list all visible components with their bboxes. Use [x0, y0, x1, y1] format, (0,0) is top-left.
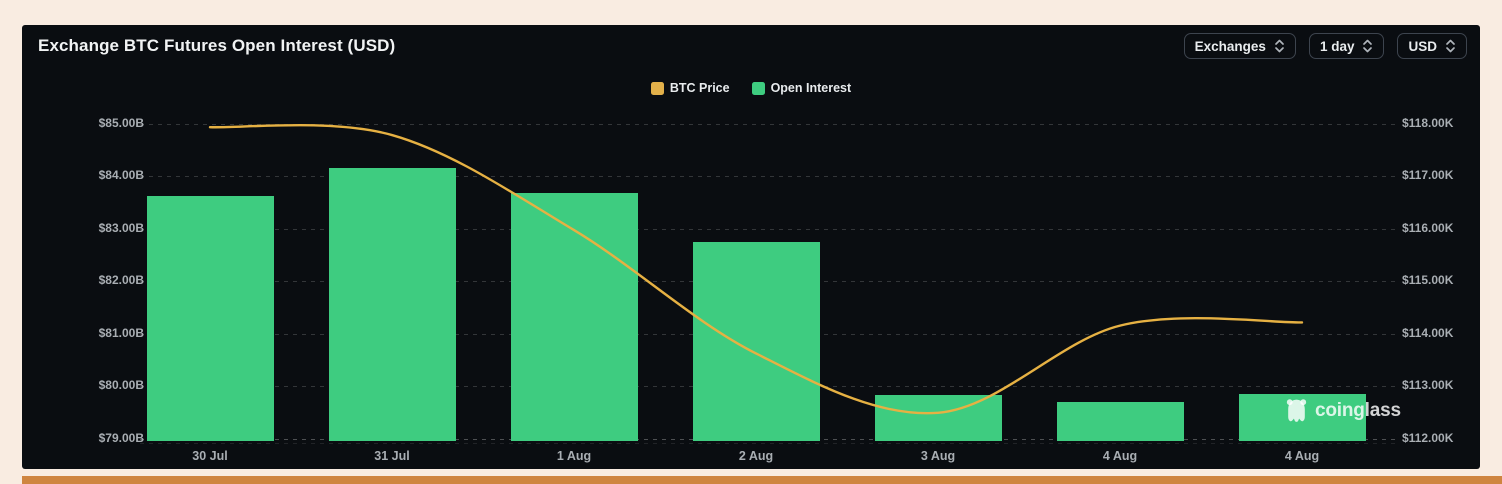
- interval-dropdown[interactable]: 1 day: [1308, 33, 1385, 59]
- dropdown-label: USD: [1408, 38, 1437, 54]
- x-axis-tick: 3 Aug: [920, 449, 956, 463]
- currency-dropdown[interactable]: USD: [1397, 33, 1467, 59]
- legend-swatch: [650, 81, 664, 95]
- coinglass-logo-icon: [1286, 399, 1307, 422]
- x-axis-tick: 31 Jul: [374, 449, 410, 463]
- open-interest-bar-3-aug[interactable]: [874, 395, 1002, 441]
- updown-chevron-icon: [1363, 39, 1373, 53]
- y-axis-left-tick: $82.00B: [98, 273, 144, 287]
- updown-chevron-icon: [1446, 39, 1455, 53]
- open-interest-bar-2-aug[interactable]: [692, 242, 820, 441]
- y-axis-left-tick: $80.00B: [98, 378, 144, 392]
- legend-swatch: [751, 81, 765, 95]
- x-axis-tick: 4 Aug: [1284, 449, 1320, 463]
- watermark-text: coinglass: [1315, 399, 1401, 421]
- x-axis-tick: 2 Aug: [738, 449, 774, 463]
- x-axis-tick: 4 Aug: [1102, 449, 1138, 463]
- y-axis-right-tick: $116.00K: [1402, 220, 1454, 235]
- x-axis-tick: 1 Aug: [556, 449, 592, 463]
- updown-chevron-icon: [1275, 39, 1284, 53]
- chart-panel: Exchange BTC Futures Open Interest (USD)…: [22, 25, 1480, 469]
- legend-label: BTC Price: [669, 81, 730, 95]
- y-axis-left-tick: $81.00B: [98, 325, 144, 340]
- y-axis-right-tick: $113.00K: [1402, 378, 1454, 392]
- dropdown-label: 1 day: [1319, 38, 1355, 54]
- y-axis-left-tick: $84.00B: [98, 168, 144, 182]
- chart-plot-area[interactable]: $85.00B $118.00K $84.00B $117.00K $83.00B $11…: [22, 25, 1480, 469]
- chart-title: Exchange BTC Futures Open Interest (USD): [38, 36, 396, 55]
- y-axis-right-tick: $117.00K: [1402, 168, 1454, 182]
- open-interest-bar-4-aug[interactable]: [1056, 401, 1184, 441]
- exchanges-dropdown[interactable]: Exchanges: [1183, 33, 1296, 59]
- legend: BTC Price Open Interest: [22, 81, 1480, 95]
- open-interest-bar-31-jul[interactable]: [328, 168, 456, 441]
- legend-label: Open Interest: [770, 81, 852, 95]
- watermark: coinglass: [1284, 397, 1401, 424]
- y-axis-right-tick: $115.00K: [1402, 273, 1454, 287]
- axis-baseline: [140, 442, 1396, 444]
- y-axis-right-tick: $118.00K: [1402, 115, 1454, 130]
- gridline: [140, 123, 1396, 125]
- y-axis-right-tick: $114.00K: [1402, 325, 1454, 340]
- dropdown-label: Exchanges: [1194, 38, 1266, 54]
- y-axis-right-tick: $112.00K: [1402, 430, 1454, 445]
- y-axis-left-tick: $83.00B: [98, 220, 144, 235]
- bottom-banner: [22, 476, 1502, 484]
- y-axis-left-tick: $79.00B: [98, 430, 144, 445]
- x-axis-tick: 30 Jul: [192, 449, 228, 463]
- legend-item-btc-price[interactable]: BTC Price: [650, 81, 730, 95]
- y-axis-left-tick: $85.00B: [98, 115, 144, 130]
- toolbar: Exchanges 1 day USD: [1183, 33, 1467, 59]
- open-interest-bar-30-jul[interactable]: [146, 195, 274, 441]
- open-interest-bar-1-aug[interactable]: [510, 193, 638, 441]
- legend-item-open-interest[interactable]: Open Interest: [751, 81, 852, 95]
